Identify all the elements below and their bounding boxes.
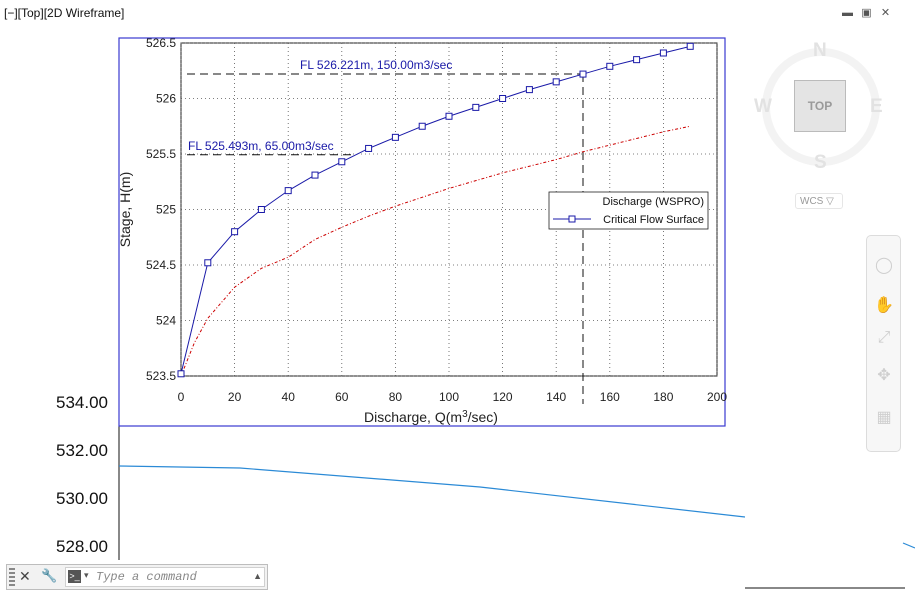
pan-icon[interactable]: ✋ [874, 297, 894, 314]
x-tick-label: 120 [493, 390, 513, 404]
data-point-marker [311, 171, 319, 179]
x-tick-label: 60 [335, 390, 349, 404]
legend-label-critical: Critical Flow Surface [603, 214, 704, 226]
series-line-critical [180, 45, 691, 374]
compass-north[interactable]: N [813, 40, 827, 61]
y-tick-label: 526.5 [146, 36, 176, 50]
data-point-marker [686, 42, 694, 50]
drawing-ylabel: 532.00 [56, 441, 108, 460]
y-tick-label: 525.5 [146, 147, 176, 161]
compass-east[interactable]: E [870, 96, 883, 117]
profile-line [118, 465, 746, 518]
viewport-label[interactable]: [−][Top][2D Wireframe] [4, 6, 125, 20]
x-tick-label: 160 [600, 390, 620, 404]
grip-handle[interactable] [9, 568, 15, 586]
wcs-menu[interactable]: WCS ▽ [795, 193, 843, 209]
command-input[interactable]: >_ ▾ Type a command ▲ [65, 567, 265, 587]
command-line[interactable]: ✕ 🔧 >_ ▾ Type a command ▲ [6, 564, 268, 590]
y-tick-label: 523.5 [146, 369, 176, 383]
showmotion-icon[interactable]: ▦ [876, 409, 892, 426]
prompt-icon[interactable]: >_ [68, 570, 81, 583]
data-point-marker [365, 144, 373, 152]
data-point-marker [633, 56, 641, 64]
data-point-marker [499, 95, 507, 102]
data-point-marker [284, 187, 292, 195]
y-tick-label: 524.5 [146, 258, 176, 272]
close-icon[interactable]: ✕ [880, 7, 891, 19]
data-point-marker [606, 62, 614, 70]
x-tick-label: 20 [228, 390, 242, 404]
compass-ring[interactable] [762, 48, 880, 166]
data-point-marker [418, 122, 426, 130]
viewcube[interactable]: N S E W TOP [752, 38, 892, 178]
data-point-marker [391, 133, 399, 141]
customize-wrench-icon[interactable]: 🔧 [41, 568, 58, 583]
data-point-marker [552, 78, 560, 86]
data-point-marker [659, 49, 667, 57]
zoom-icon[interactable]: ⤢ [877, 329, 891, 346]
x-tick-label: 40 [282, 390, 296, 404]
drawing-ylabel: 528.00 [56, 537, 108, 556]
x-tick-label: 140 [546, 390, 566, 404]
annotation-label: FL 526.221m, 150.00m3/sec [300, 58, 452, 72]
recent-commands-caret-icon[interactable]: ▾ [84, 570, 89, 580]
x-tick-label: 100 [439, 390, 459, 404]
x-tick-label: 180 [653, 390, 673, 404]
compass-west[interactable]: W [754, 96, 772, 117]
data-point-marker [231, 228, 239, 236]
legend-label-wspro: Discharge (WSPRO) [603, 196, 704, 208]
y-tick-label: 524 [156, 314, 176, 328]
y-tick-label: 526 [156, 92, 176, 106]
legend-marker-critical [568, 215, 576, 223]
command-placeholder[interactable]: Type a command [96, 570, 197, 584]
data-point-marker [204, 259, 212, 267]
close-icon[interactable]: ✕ [19, 568, 31, 584]
restore-icon[interactable]: ▣ [861, 7, 872, 19]
legend-box [548, 191, 709, 230]
history-up-icon[interactable]: ▲ [253, 571, 262, 581]
orbit-icon[interactable]: ✥ [877, 367, 891, 384]
data-point-marker [257, 206, 265, 213]
steering-wheel-icon[interactable]: ◯ [875, 257, 893, 274]
y-axis-label: Stage, H(m) [117, 172, 133, 247]
x-tick-label: 0 [178, 390, 185, 404]
annotation-label: FL 525.493m, 65.00m3/sec [188, 139, 334, 153]
data-point-marker [472, 103, 480, 111]
profile-line-segment [902, 542, 915, 549]
x-tick-label: 80 [389, 390, 403, 404]
data-point-marker [177, 370, 185, 378]
x-axis-label: Discharge, Q(m3/sec) [364, 409, 498, 425]
y-tick-label: 525 [156, 203, 176, 217]
chart: 0 20 40 60 80 100 120 140 160 180 200 523.5 524 524.5… [117, 36, 727, 425]
minimize-icon[interactable]: ▬ [842, 7, 853, 19]
drawing-ylabel: 534.00 [56, 393, 108, 412]
compass-south[interactable]: S [814, 152, 827, 173]
data-point-marker [579, 70, 587, 78]
data-point-marker [445, 112, 453, 120]
data-point-marker [338, 158, 346, 166]
series-line-wspro [180, 125, 691, 377]
viewcube-top-face[interactable]: TOP [794, 80, 846, 132]
drawing-ylabel: 530.00 [56, 489, 108, 508]
navigation-bar[interactable]: ◯ ✋ ⤢ ✥ ▦ [866, 235, 901, 452]
data-point-marker [525, 86, 533, 94]
x-tick-label: 200 [707, 390, 727, 404]
